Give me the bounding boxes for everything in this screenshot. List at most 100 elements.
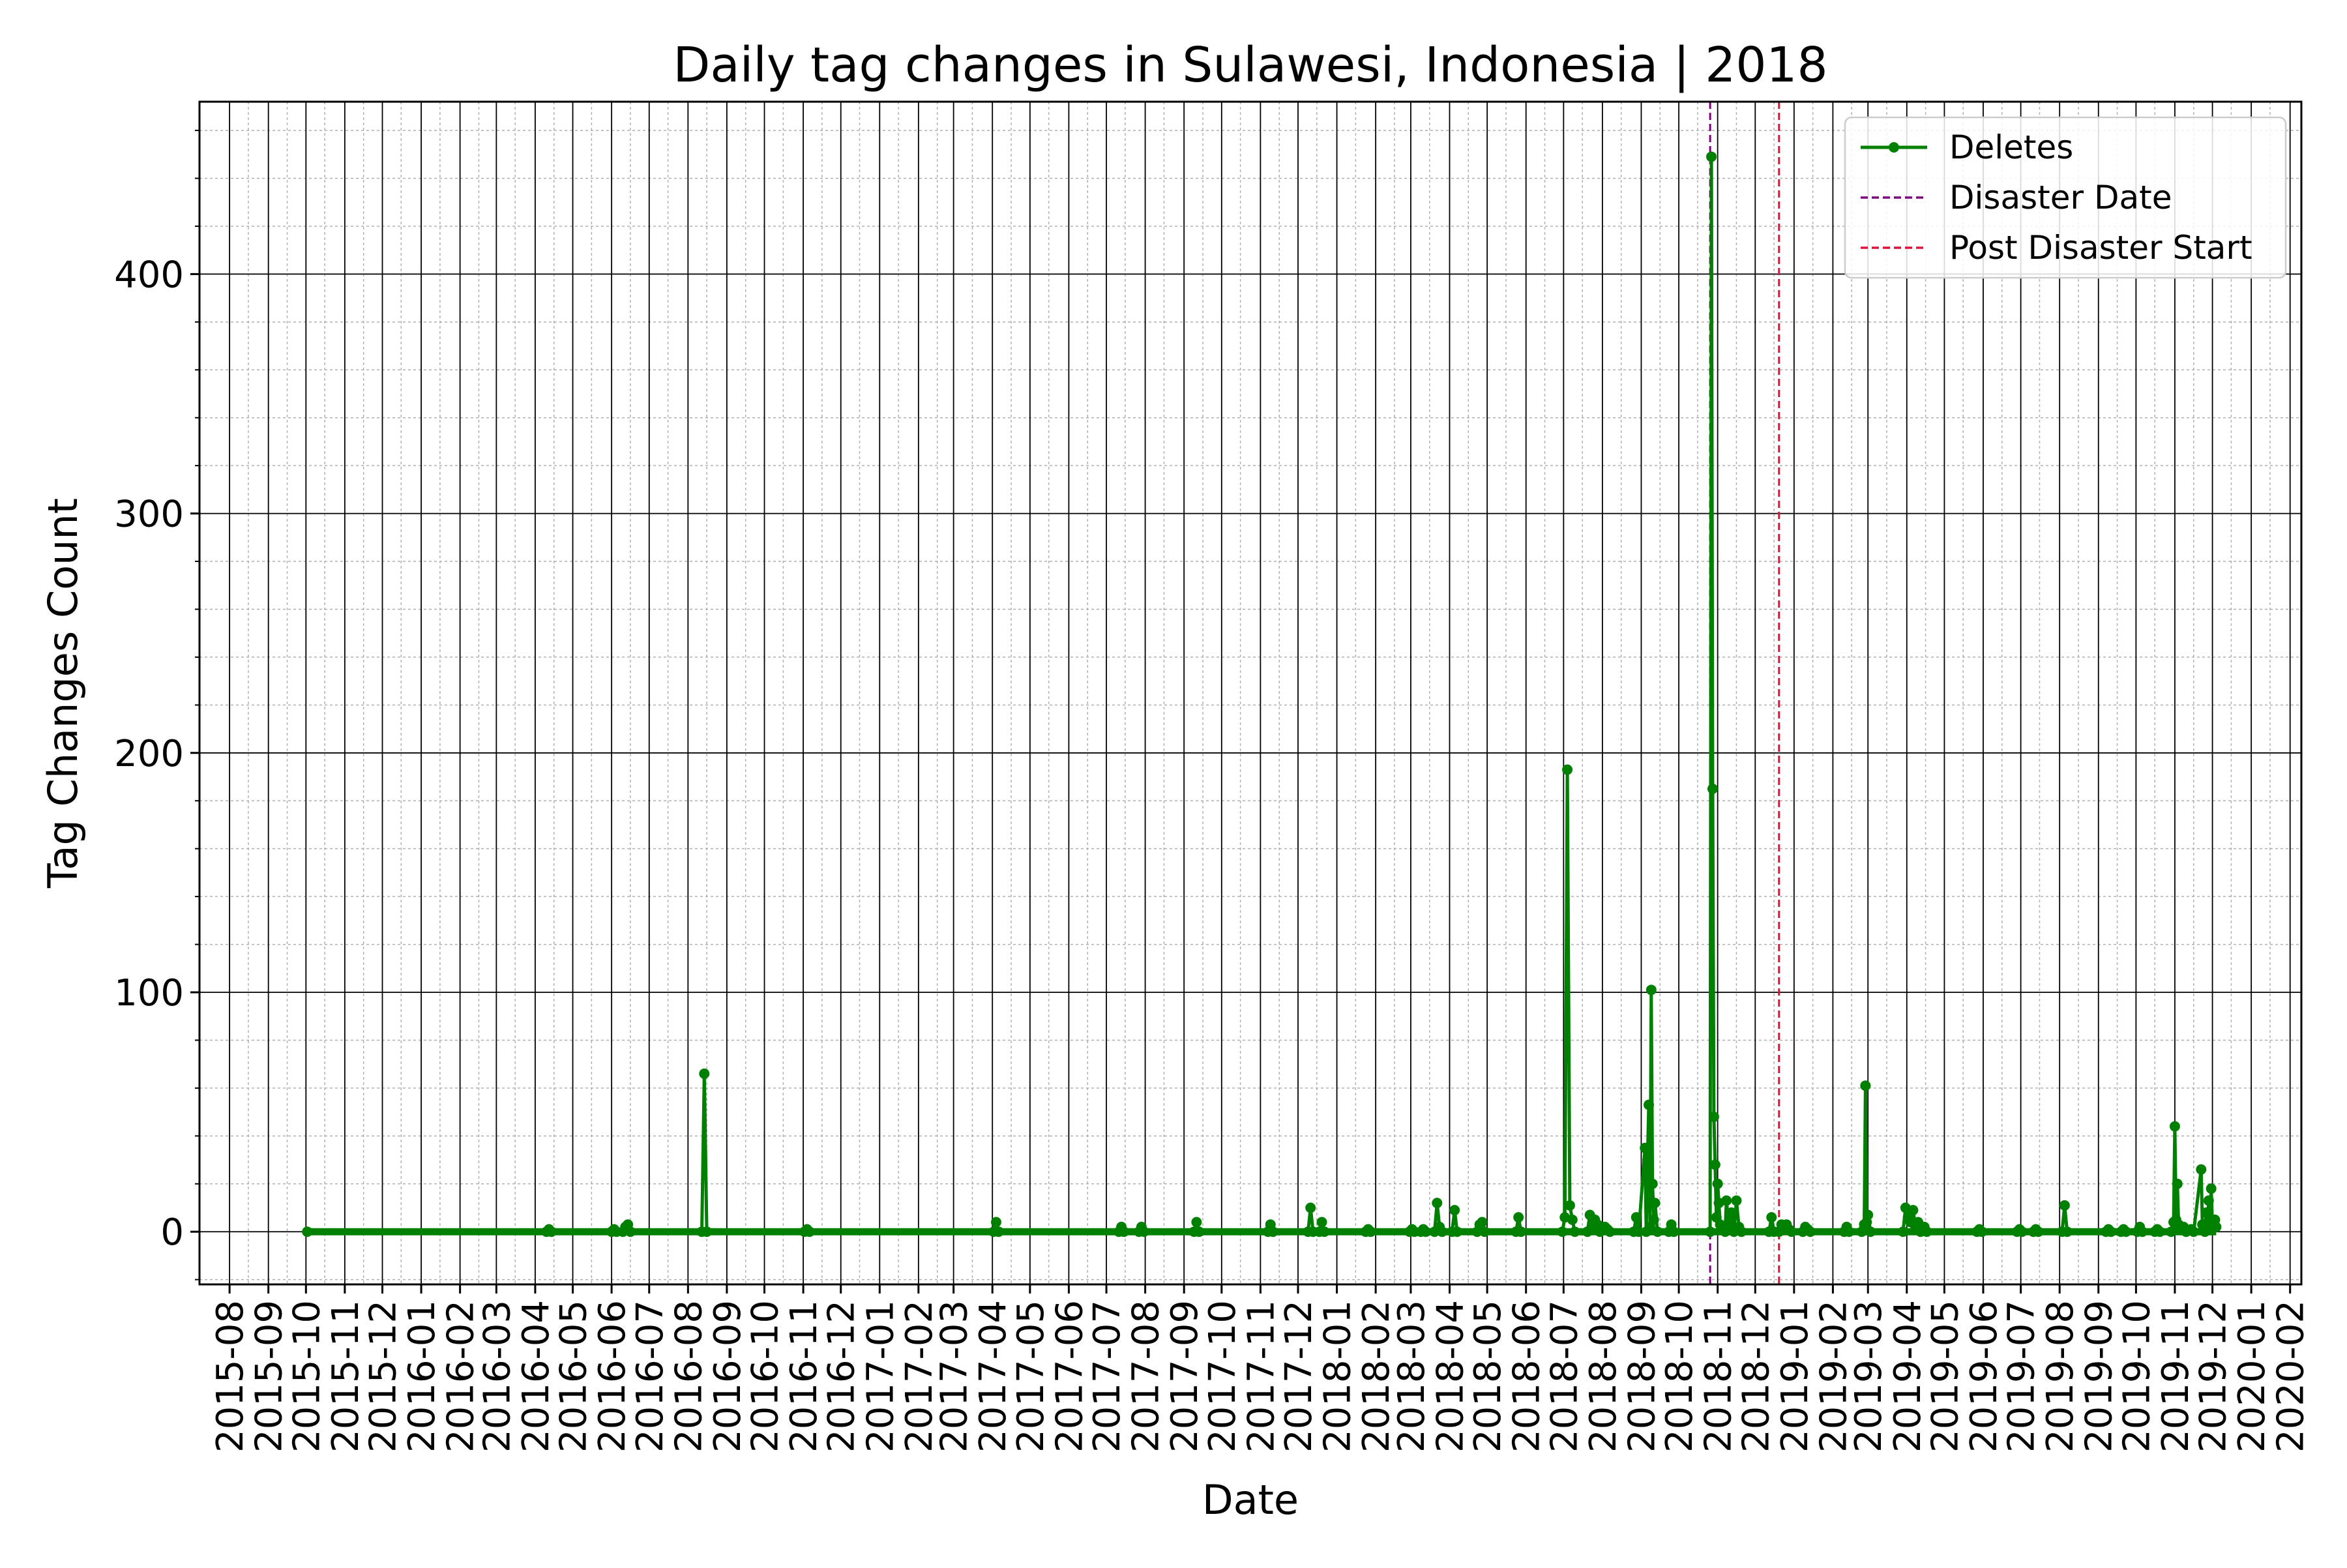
x-tick-label: 2017-02 [898,1300,941,1453]
x-tick-label: 2019-09 [2078,1300,2121,1453]
data-point [1316,1217,1327,1228]
data-point [1786,1226,1797,1237]
x-tick-label: 2016-09 [707,1300,749,1453]
x-tick-label: 2018-12 [1735,1300,1777,1453]
data-point [2121,1226,2132,1237]
data-point [2196,1164,2207,1175]
x-tick-label: 2018-02 [1355,1300,1398,1453]
x-tick-label: 2018-07 [1543,1300,1586,1453]
x-tick-label: 2018-11 [1698,1300,1740,1453]
data-point [1805,1226,1816,1237]
data-point [1267,1226,1278,1237]
x-tick-label: 2018-10 [1659,1300,1701,1453]
data-point [990,1217,1001,1228]
data-point [1569,1226,1580,1237]
x-tick-label: 2017-10 [1202,1300,1244,1453]
data-point [1479,1226,1490,1237]
data-point [2169,1121,2180,1132]
x-tick-label: 2016-07 [629,1300,672,1453]
x-tick-label: 2016-11 [783,1300,825,1453]
data-point [1706,151,1717,162]
x-tick-label: 2015-09 [248,1300,291,1453]
data-point [1977,1226,1988,1237]
x-tick-label: 2017-08 [1125,1300,1168,1453]
data-point [1564,1200,1575,1211]
x-tick-label: 2018-06 [1506,1300,1548,1453]
data-point [1721,1195,1732,1206]
data-point [2188,1226,2199,1237]
x-tick-label: 2018-08 [1582,1300,1625,1453]
data-point [1319,1226,1330,1237]
x-tick-label: 2017-07 [1086,1300,1129,1453]
data-point [1567,1214,1578,1225]
y-tick-label: 0 [160,1211,184,1254]
legend-box [1844,116,2287,279]
data-point [1705,1226,1716,1237]
data-point [2200,1207,2211,1218]
x-tick-label: 2017-11 [1240,1300,1282,1453]
data-point [1646,984,1657,996]
legend-label: Post Disaster Start [1949,229,2252,267]
plot-frame [198,100,2303,1286]
x-tick-label: 2016-08 [668,1300,710,1453]
data-point [1921,1226,1932,1237]
data-point [1516,1226,1527,1237]
x-tick-label: 2019-07 [2001,1300,2043,1453]
data-point [993,1226,1004,1237]
data-point [2206,1183,2217,1194]
x-tick-label: 2017-01 [859,1300,902,1453]
data-point [1420,1226,1431,1237]
data-point [546,1226,557,1237]
data-point [2203,1195,2214,1206]
data-point [1647,1178,1658,1189]
data-point [1194,1226,1205,1237]
x-tick-label: 2015-12 [362,1300,405,1453]
x-tick-label: 2015-08 [209,1300,252,1453]
data-point [1562,764,1573,775]
x-tick-label: 2019-02 [1812,1300,1855,1453]
data-point [1452,1226,1463,1237]
x-tick-label: 2019-12 [2192,1300,2235,1453]
x-tick-label: 2015-11 [325,1300,367,1453]
x-tick-label: 2017-12 [1278,1300,1320,1453]
x-tick-label: 2017-03 [934,1300,976,1453]
data-point [1633,1226,1644,1237]
legend-label: Disaster Date [1949,179,2172,216]
data-point [1640,1142,1651,1153]
x-tick-label: 2018-01 [1317,1300,1359,1453]
data-point [1668,1226,1679,1237]
x-tick-label: 2017-06 [1048,1300,1091,1453]
data-point [1865,1226,1876,1237]
data-point [2105,1226,2116,1237]
x-axis-label: Date [1202,1476,1299,1524]
data-point [1709,1159,1720,1170]
y-tick-label: 100 [114,972,184,1014]
y-tick-label: 300 [114,494,184,536]
data-point [1513,1212,1524,1223]
data-point [1908,1205,1919,1216]
data-point [1477,1217,1488,1228]
data-point [2033,1226,2044,1237]
data-point [1898,1226,1909,1237]
data-point [1432,1198,1443,1209]
data-point [1642,1155,1653,1166]
x-tick-label: 2017-04 [972,1300,1014,1453]
data-point [1648,1214,1659,1225]
x-tick-label: 2016-12 [821,1300,863,1453]
x-tick-label: 2016-02 [440,1300,482,1453]
data-point [1305,1202,1316,1213]
x-tick-label: 2019-11 [2155,1300,2197,1453]
x-tick-label: 2016-10 [745,1300,787,1453]
chart-title: Daily tag changes in Sulawesi, Indonesia… [673,37,1827,93]
x-tick-label: 2019-06 [1963,1300,2005,1453]
data-point [1652,1226,1663,1237]
data-point [302,1226,313,1237]
data-point [1118,1226,1129,1237]
data-point [1712,1178,1723,1189]
data-point [1643,1099,1654,1110]
data-point [2016,1226,2028,1237]
x-tick-label: 2016-06 [591,1300,634,1453]
y-axis-label: Tag Changes Count [39,498,87,889]
